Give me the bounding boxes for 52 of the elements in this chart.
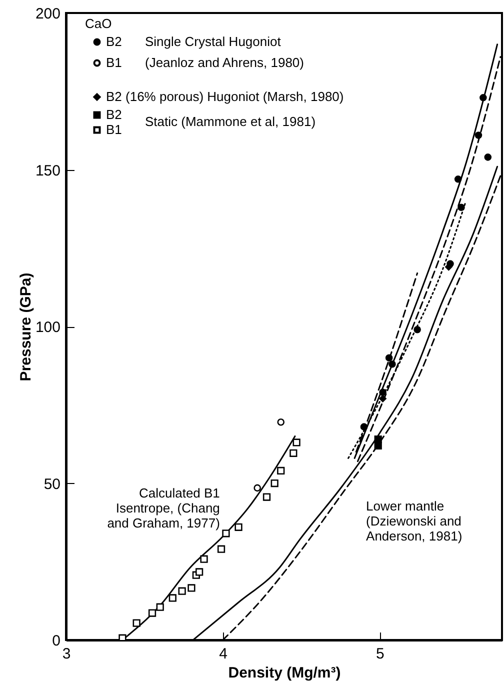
x-tick-label: 3 [62,646,71,662]
point [195,568,204,576]
point [188,584,196,592]
point [379,388,386,396]
point [374,442,382,450]
point [132,619,140,627]
legend-label: B2 (16% porous) Hugoniot (Marsh, 1980) [106,89,344,104]
point [360,423,368,430]
x-tick-label: 4 [219,646,228,662]
x-tick-label: 5 [376,646,384,662]
point [277,466,285,475]
point [156,603,164,611]
annotation: (Jeanloz and Ahrens, 1980) [145,55,304,70]
y-tick-label: 50 [44,476,60,493]
point [217,545,226,553]
point [168,594,176,602]
y-axis-title: Pressure (GPa) [17,272,34,382]
point [270,479,278,488]
point [388,360,396,368]
point [385,354,393,362]
point [222,530,230,538]
annotation: Lower mantle (Dziewonski and Anderson, 1981) [366,498,462,544]
y-tick-label: 150 [35,162,60,180]
annotation: Single Crystal Hugoniot [145,34,282,49]
point [200,555,208,563]
annotation: Static (Mammone et al, 1981) [145,114,316,129]
point [262,493,271,501]
point [484,154,492,161]
legend-label: B2 [106,107,122,122]
point [454,176,462,183]
point [414,326,421,334]
point [254,484,261,492]
legend-title: CaO [85,16,112,31]
point [118,634,126,640]
y-tick-label: 0 [52,632,60,650]
legend-label: B2 [106,34,122,49]
point [474,132,482,139]
point [234,523,242,531]
point [148,609,156,617]
point [480,94,487,102]
legend-label: B1 [106,55,122,70]
point [277,418,285,426]
point [458,204,465,212]
point [178,587,186,595]
annotation: Calculated B1 Isentrope, (Chang and Graham, 1977) [107,485,220,530]
point [379,394,386,402]
y-tick-label: 200 [35,6,60,22]
x-axis-title: Density (Mg/m³) [228,664,341,682]
point [292,438,300,446]
y-tick-label: 100 [35,319,60,336]
legend-label: B1 [106,122,122,137]
point [290,449,298,457]
